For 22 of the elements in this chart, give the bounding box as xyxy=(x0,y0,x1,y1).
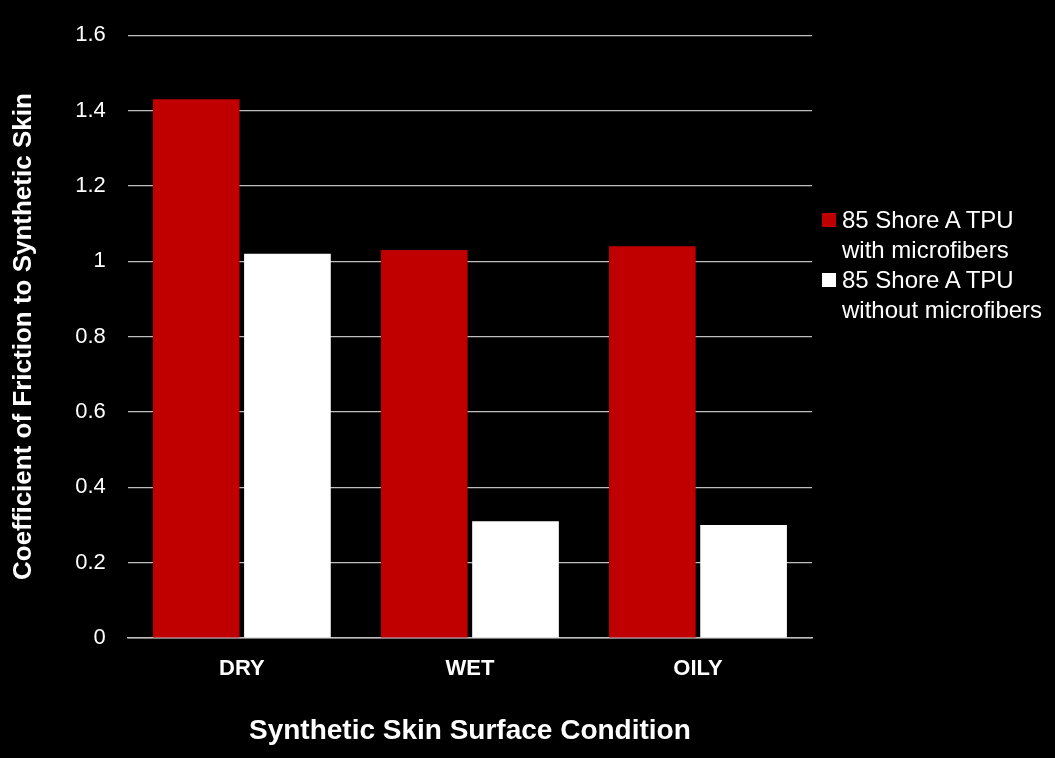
y-tick-label: 0.8 xyxy=(75,322,106,348)
bar xyxy=(380,249,468,638)
y-tick-label: 0.2 xyxy=(75,548,106,574)
y-tick-label: 0.6 xyxy=(75,398,106,424)
bar xyxy=(472,521,559,638)
x-axis-title: Synthetic Skin Surface Condition xyxy=(248,713,691,745)
x-tick-label: OILY xyxy=(673,655,723,681)
y-axis-title: Coefficient of Friction to Synthetic Skin xyxy=(6,93,37,581)
bar xyxy=(244,253,331,638)
y-tick-label: 1.2 xyxy=(75,171,106,197)
x-tick-label: DRY xyxy=(219,655,265,681)
y-tick-label: 0.4 xyxy=(75,473,106,499)
bar xyxy=(700,524,787,638)
x-tick-label: WET xyxy=(445,655,495,681)
y-tick-label: 1 xyxy=(93,247,106,273)
y-tick-label: 1.4 xyxy=(75,96,106,122)
y-tick-label: 0 xyxy=(93,624,106,650)
legend-label: 85 Shore A TPU with microfibers xyxy=(842,205,1015,265)
legend-label: 85 Shore A TPU without microfibers xyxy=(842,265,1044,325)
bar xyxy=(609,246,696,638)
y-tick-label: 1.6 xyxy=(75,21,106,47)
bar xyxy=(152,99,240,638)
